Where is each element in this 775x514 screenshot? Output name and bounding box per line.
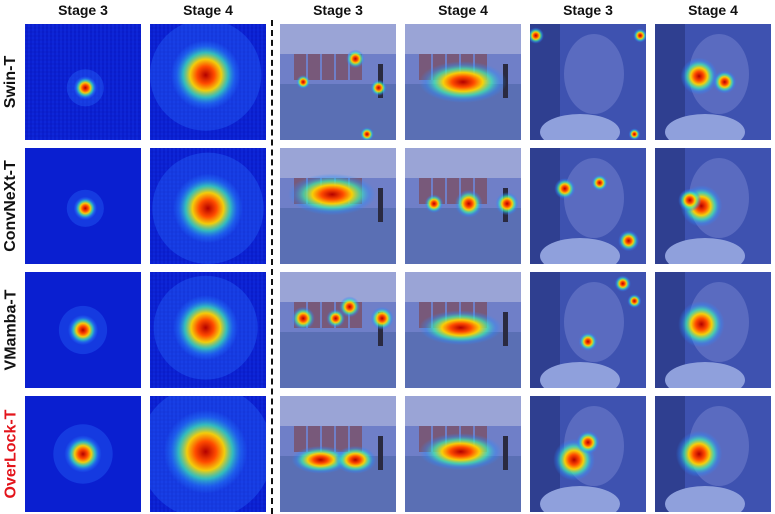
overlock-heatmap-1	[25, 396, 141, 512]
swin-tile-3	[280, 24, 396, 140]
convnext-tile-2	[150, 148, 266, 264]
row-label-vmamba: VMamba-T	[2, 289, 19, 371]
swin-tile-4	[405, 24, 521, 140]
col-header-2: Stage 4	[183, 2, 233, 18]
convnext-heatmap-2	[150, 148, 266, 264]
overlock-tile-3	[280, 396, 396, 512]
col-header-3: Stage 3	[313, 2, 363, 18]
vmamba-heatmap-3	[280, 272, 396, 388]
swin-tile-1	[25, 24, 141, 140]
overlock-tile-5	[530, 396, 646, 512]
overlock-heatmap-3	[280, 396, 396, 512]
convnext-heatmap-5	[530, 148, 646, 264]
swin-tile-5	[530, 24, 646, 140]
col-header-1: Stage 3	[58, 2, 108, 18]
swin-heatmap-1	[25, 24, 141, 140]
convnext-tile-4	[405, 148, 521, 264]
convnext-tile-1	[25, 148, 141, 264]
overlock-heatmap-4	[405, 396, 521, 512]
convnext-tile-5	[530, 148, 646, 264]
overlock-heatmap-5	[530, 396, 646, 512]
convnext-heatmap-3	[280, 148, 396, 264]
row-label-convnext: ConvNeXt-T	[2, 160, 19, 252]
overlock-tile-1	[25, 396, 141, 512]
swin-tile-2	[150, 24, 266, 140]
row-label-swin: Swin-T	[2, 55, 19, 109]
vmamba-tile-2	[150, 272, 266, 388]
overlock-tile-2	[150, 396, 266, 512]
swin-heatmap-3	[280, 24, 396, 140]
vmamba-heatmap-4	[405, 272, 521, 388]
overlock-tile-4	[405, 396, 521, 512]
swin-heatmap-4	[405, 24, 521, 140]
vmamba-tile-4	[405, 272, 521, 388]
col-header-5: Stage 3	[563, 2, 613, 18]
swin-heatmap-2	[150, 24, 266, 140]
overlock-heatmap-2	[150, 396, 266, 512]
vmamba-heatmap-1	[25, 272, 141, 388]
row-label-overlock: OverLock-T	[2, 409, 20, 499]
overlock-heatmap-6	[655, 396, 771, 512]
convnext-heatmap-1	[25, 148, 141, 264]
convnext-tile-6	[655, 148, 771, 264]
col-header-6: Stage 4	[688, 2, 738, 18]
swin-tile-6	[655, 24, 771, 140]
col-header-4: Stage 4	[438, 2, 488, 18]
vmamba-heatmap-5	[530, 272, 646, 388]
convnext-heatmap-4	[405, 148, 521, 264]
vmamba-heatmap-6	[655, 272, 771, 388]
dashed-divider	[271, 20, 273, 514]
vmamba-tile-3	[280, 272, 396, 388]
swin-heatmap-5	[530, 24, 646, 140]
vmamba-tile-6	[655, 272, 771, 388]
vmamba-tile-5	[530, 272, 646, 388]
convnext-heatmap-6	[655, 148, 771, 264]
vmamba-heatmap-2	[150, 272, 266, 388]
vmamba-tile-1	[25, 272, 141, 388]
overlock-tile-6	[655, 396, 771, 512]
swin-heatmap-6	[655, 24, 771, 140]
convnext-tile-3	[280, 148, 396, 264]
